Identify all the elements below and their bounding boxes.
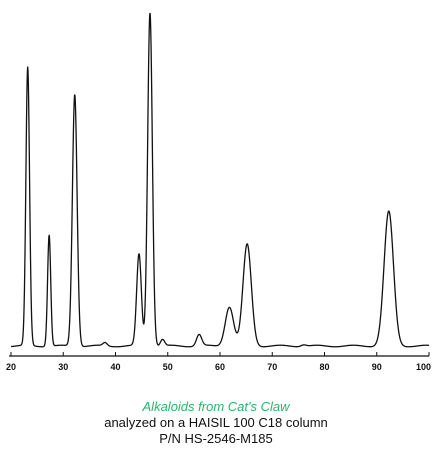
x-tick-label: 80 [319,362,329,372]
x-tick-label: 60 [215,362,225,372]
caption-line-2: P/N HS-2546-M185 [159,431,273,446]
x-tick-label: 70 [267,362,277,372]
caption-line-1: analyzed on a HAISIL 100 C18 column [104,415,328,430]
chromatogram-trace [10,12,430,348]
x-tick-label: 100 [416,362,431,372]
figure-caption: Alkaloids from Cat's Claw analyzed on a … [0,398,432,447]
chromatogram-svg: 20 30 40 50 60 70 80 90 100 [6,12,431,372]
x-tick-label: 90 [372,362,382,372]
x-tick-label: 20 [6,362,16,372]
x-axis-ticks: 20 30 40 50 60 70 80 90 100 [6,352,431,372]
x-tick-label: 30 [58,362,68,372]
caption-title: Alkaloids from Cat's Claw [142,399,290,414]
x-tick-label: 50 [163,362,173,372]
chromatogram-chart: 20 30 40 50 60 70 80 90 100 [6,12,431,372]
x-tick-label: 40 [110,362,120,372]
